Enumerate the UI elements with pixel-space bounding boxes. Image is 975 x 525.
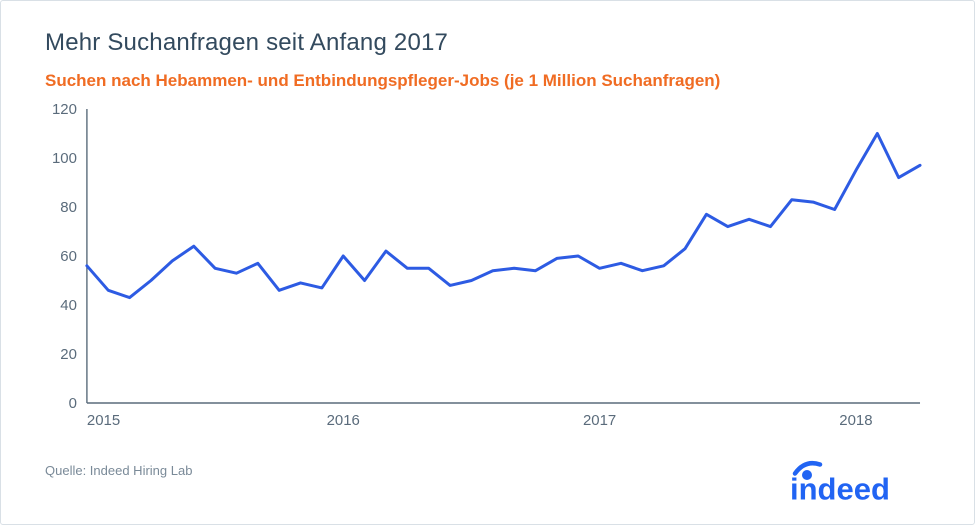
y-tick-label: 40 — [60, 297, 77, 314]
x-tick-label: 2015 — [87, 412, 120, 429]
y-tick-label: 120 — [52, 101, 77, 118]
indeed-logo: indeed — [790, 458, 930, 504]
chart-card: Mehr Suchanfragen seit Anfang 2017 Suche… — [0, 0, 975, 525]
x-tick-label: 2016 — [327, 412, 360, 429]
y-tick-label: 0 — [69, 395, 77, 412]
x-tick-label: 2018 — [839, 412, 872, 429]
series-line — [87, 134, 920, 298]
y-tick-label: 80 — [60, 199, 77, 216]
chart-title: Mehr Suchanfragen seit Anfang 2017 — [45, 29, 930, 57]
logo-text: indeed — [790, 472, 890, 505]
chart-subtitle: Suchen nach Hebammen- und Entbindungspfl… — [45, 71, 930, 91]
chart-area: 0 20 40 60 80 100 120 2015 2016 2017 2018 — [45, 101, 930, 431]
line-chart: 0 20 40 60 80 100 120 2015 2016 2017 2018 — [45, 101, 930, 431]
x-tick-label: 2017 — [583, 412, 616, 429]
y-tick-label: 60 — [60, 248, 77, 265]
y-tick-label: 20 — [60, 346, 77, 363]
y-tick-label: 100 — [52, 150, 77, 167]
